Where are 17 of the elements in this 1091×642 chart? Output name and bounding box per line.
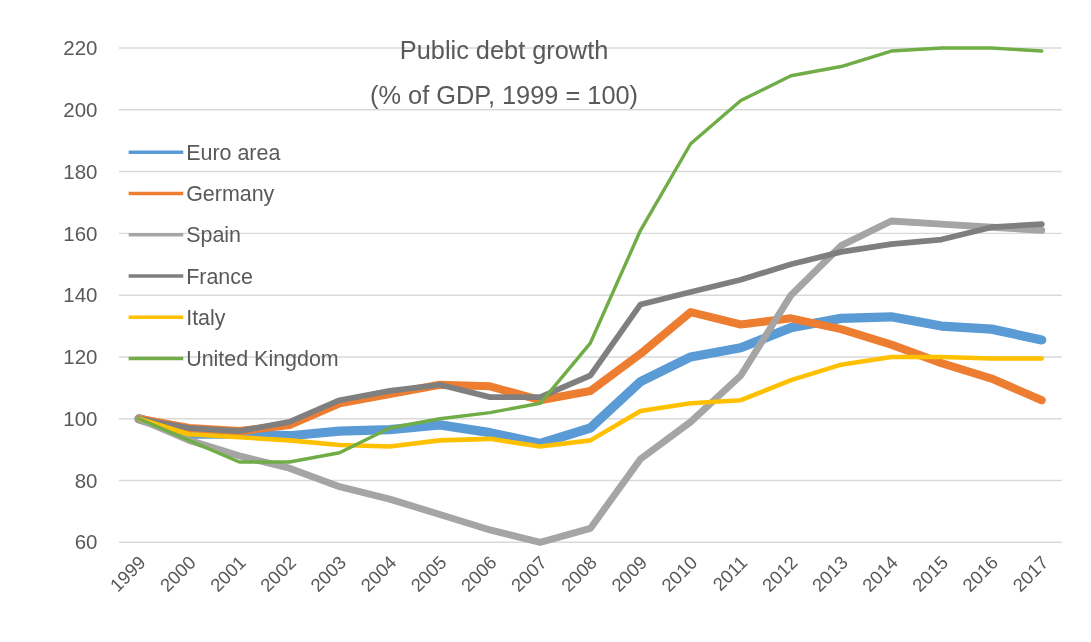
y-tick-label: 100 [63, 406, 98, 430]
legend-label: Euro area [186, 140, 281, 165]
y-tick-label: 140 [63, 283, 98, 307]
text: (% of GDP, 1999 = 100) [370, 80, 639, 109]
y-tick-label: 180 [63, 159, 98, 183]
legend-label: Spain [186, 223, 242, 248]
chart-title: Public debt growth [399, 35, 609, 64]
legend-label: Italy [186, 305, 226, 330]
y-tick-label: 120 [63, 345, 98, 369]
y-tick-label: 200 [63, 97, 98, 121]
legend-label: United Kingdom [186, 347, 339, 372]
legend-label: Germany [186, 182, 275, 207]
y-tick-label: 220 [63, 36, 98, 60]
y-tick-label: 80 [74, 468, 98, 492]
y-tick-label: 160 [63, 221, 98, 245]
legend-label: France [186, 264, 253, 289]
y-tick-label: 60 [74, 530, 98, 554]
